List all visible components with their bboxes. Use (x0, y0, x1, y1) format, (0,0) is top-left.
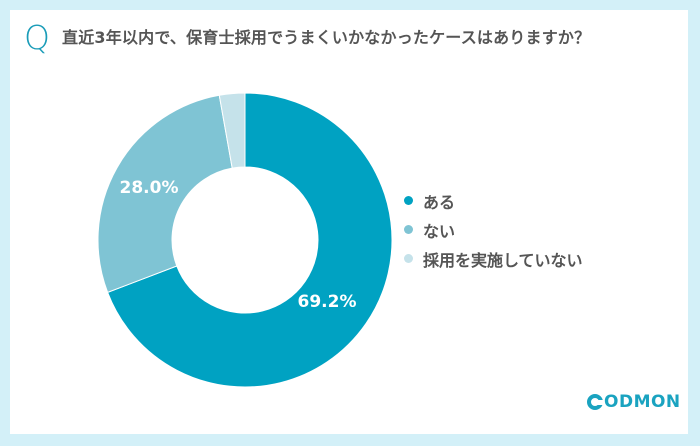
legend-item-aru: ある (404, 186, 583, 215)
data-label-nai: 28.0% (120, 178, 179, 198)
legend-dot-icon (404, 225, 413, 234)
legend-label: 採用を実施していない (423, 250, 583, 270)
question-title: 直近3年以内で、保育士採用でうまくいかなかったケースはありますか？ (62, 28, 591, 47)
logo-c-icon (587, 394, 603, 410)
donut-slice-1 (97, 94, 233, 294)
legend-dot-icon (404, 254, 413, 263)
data-label-aru: 69.2% (298, 292, 357, 312)
legend-label: ある (423, 192, 456, 212)
legend-label: ない (423, 221, 456, 241)
logo-text: ODMON (604, 392, 681, 412)
legend-item-not-hiring: 採用を実施していない (404, 244, 583, 273)
legend: ある ない 採用を実施していない (404, 186, 583, 273)
donut-slices (97, 92, 393, 388)
donut-slice-0 (107, 92, 393, 388)
legend-dot-icon (404, 196, 413, 205)
legend-item-nai: ない (404, 215, 583, 244)
question-mark-icon: Q (24, 18, 50, 57)
codmon-logo: ODMON (587, 392, 681, 412)
donut-slice-2 (218, 92, 246, 169)
